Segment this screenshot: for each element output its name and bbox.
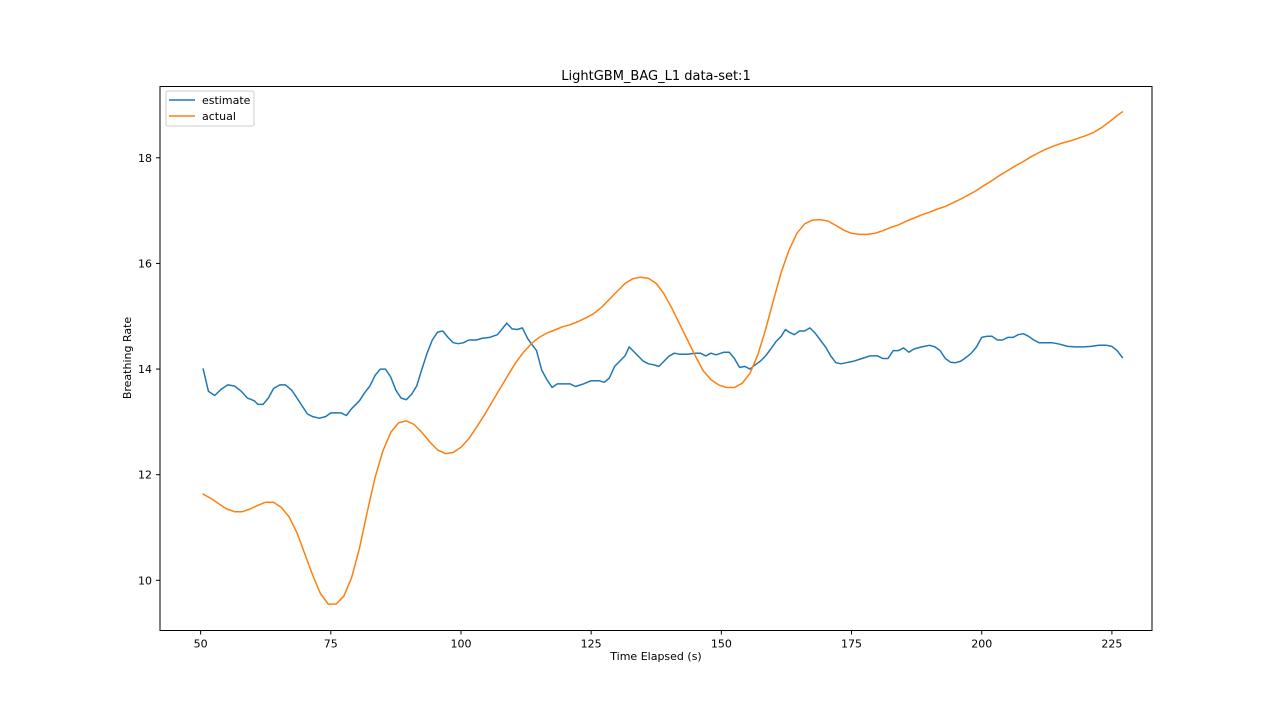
x-tick-label: 175 — [841, 638, 862, 651]
legend-label-actual: actual — [202, 110, 236, 123]
x-axis-ticks: 50 75 100 125 150 175 200 225 — [194, 630, 1122, 651]
y-tick-label: 18 — [138, 152, 152, 165]
plot-lines — [202, 110, 1124, 605]
y-tick-label: 16 — [138, 257, 152, 270]
y-axis-ticks: 10 12 14 16 18 — [138, 152, 160, 587]
x-tick-label: 50 — [194, 638, 208, 651]
x-tick-label: 200 — [971, 638, 992, 651]
x-tick-label: 75 — [324, 638, 338, 651]
legend: estimate actual — [165, 90, 255, 127]
y-tick-label: 12 — [138, 469, 152, 482]
chart-title: LightGBM_BAG_L1 data-set:1 — [561, 69, 750, 84]
legend-label-estimate: estimate — [202, 94, 251, 107]
x-tick-label: 150 — [711, 638, 732, 651]
series-line-estimate — [202, 322, 1124, 419]
y-tick-label: 10 — [138, 574, 152, 587]
plot-frame — [159, 86, 1153, 631]
x-axis-label: Time Elapsed (s) — [609, 650, 701, 663]
x-tick-label: 125 — [581, 638, 602, 651]
x-tick-label: 225 — [1101, 638, 1122, 651]
y-tick-label: 14 — [138, 363, 152, 376]
series-line-actual — [202, 110, 1124, 605]
y-axis-label: Breathing Rate — [121, 317, 134, 400]
x-tick-label: 100 — [450, 638, 471, 651]
